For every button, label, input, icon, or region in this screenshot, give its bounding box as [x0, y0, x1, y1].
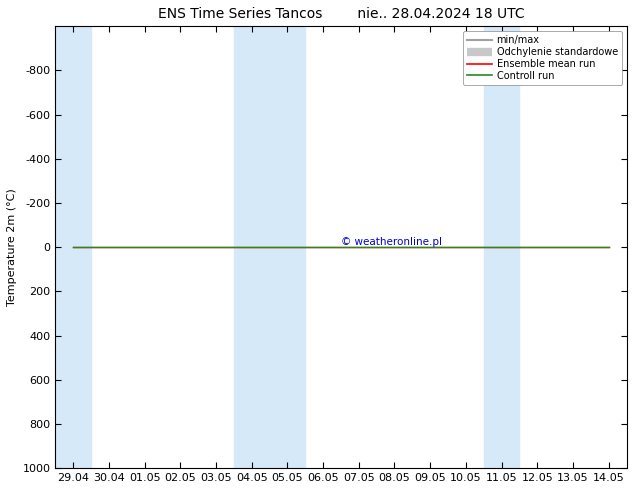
Text: © weatheronline.pl: © weatheronline.pl [341, 237, 442, 247]
Bar [55, 26, 91, 468]
Title: ENS Time Series Tancos        nie.. 28.04.2024 18 UTC: ENS Time Series Tancos nie.. 28.04.2024 … [158, 7, 524, 21]
Legend: min/max, Odchylenie standardowe, Ensemble mean run, Controll run: min/max, Odchylenie standardowe, Ensembl… [463, 31, 622, 85]
Y-axis label: Temperature 2m (°C): Temperature 2m (°C) [7, 188, 17, 306]
Bar [234, 26, 305, 468]
Bar [484, 26, 519, 468]
